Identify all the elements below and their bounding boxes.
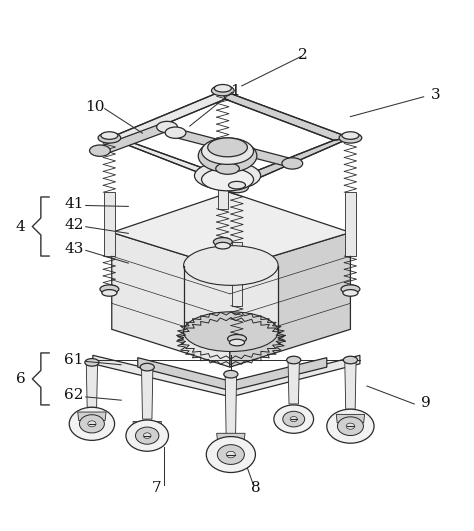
Text: 7: 7 bbox=[152, 481, 162, 495]
Ellipse shape bbox=[143, 433, 151, 439]
Text: 43: 43 bbox=[64, 242, 83, 256]
Ellipse shape bbox=[343, 289, 358, 296]
Ellipse shape bbox=[224, 371, 238, 378]
Polygon shape bbox=[232, 242, 242, 306]
Ellipse shape bbox=[214, 84, 231, 92]
Ellipse shape bbox=[228, 182, 246, 189]
Ellipse shape bbox=[341, 285, 360, 294]
Ellipse shape bbox=[198, 139, 257, 173]
Polygon shape bbox=[133, 422, 161, 430]
Ellipse shape bbox=[287, 356, 301, 364]
Ellipse shape bbox=[201, 138, 254, 165]
Ellipse shape bbox=[282, 158, 303, 169]
Polygon shape bbox=[142, 367, 153, 419]
Polygon shape bbox=[109, 138, 237, 187]
Text: 8: 8 bbox=[251, 481, 261, 495]
Polygon shape bbox=[225, 374, 237, 436]
Ellipse shape bbox=[156, 122, 177, 133]
Polygon shape bbox=[216, 155, 239, 169]
Text: 1: 1 bbox=[230, 84, 239, 98]
Ellipse shape bbox=[165, 127, 186, 139]
Ellipse shape bbox=[101, 132, 118, 139]
Polygon shape bbox=[138, 358, 231, 391]
Polygon shape bbox=[86, 362, 98, 407]
Ellipse shape bbox=[218, 444, 245, 465]
Ellipse shape bbox=[183, 312, 278, 352]
Text: 41: 41 bbox=[64, 197, 84, 211]
Ellipse shape bbox=[216, 163, 239, 174]
Text: 10: 10 bbox=[85, 100, 105, 114]
Polygon shape bbox=[345, 192, 356, 256]
Ellipse shape bbox=[346, 423, 355, 429]
Polygon shape bbox=[231, 358, 327, 391]
Polygon shape bbox=[345, 360, 356, 409]
Ellipse shape bbox=[339, 133, 362, 143]
Ellipse shape bbox=[208, 138, 247, 157]
Ellipse shape bbox=[213, 237, 232, 246]
Ellipse shape bbox=[136, 427, 159, 444]
Ellipse shape bbox=[327, 409, 374, 443]
Text: 42: 42 bbox=[64, 218, 84, 233]
Polygon shape bbox=[104, 192, 115, 256]
Polygon shape bbox=[217, 433, 245, 442]
Ellipse shape bbox=[211, 85, 234, 96]
Polygon shape bbox=[100, 123, 168, 155]
Polygon shape bbox=[173, 129, 294, 168]
Polygon shape bbox=[109, 91, 225, 140]
Ellipse shape bbox=[337, 417, 364, 435]
Polygon shape bbox=[235, 138, 350, 187]
Text: 3: 3 bbox=[431, 88, 440, 102]
Polygon shape bbox=[218, 145, 228, 209]
Ellipse shape bbox=[88, 421, 96, 427]
Ellipse shape bbox=[343, 356, 357, 364]
Ellipse shape bbox=[140, 363, 155, 371]
Ellipse shape bbox=[102, 289, 117, 296]
Ellipse shape bbox=[228, 335, 246, 343]
Ellipse shape bbox=[90, 145, 110, 156]
Text: 9: 9 bbox=[421, 396, 431, 409]
Text: 4: 4 bbox=[16, 220, 26, 234]
Text: 2: 2 bbox=[298, 48, 308, 62]
Polygon shape bbox=[112, 233, 230, 367]
Polygon shape bbox=[112, 192, 350, 269]
Ellipse shape bbox=[98, 133, 121, 143]
Ellipse shape bbox=[206, 436, 255, 473]
Text: 6: 6 bbox=[16, 372, 26, 386]
Polygon shape bbox=[336, 414, 365, 423]
Ellipse shape bbox=[201, 168, 254, 191]
Ellipse shape bbox=[283, 412, 305, 427]
Polygon shape bbox=[223, 91, 350, 140]
Ellipse shape bbox=[274, 405, 314, 433]
Ellipse shape bbox=[290, 416, 297, 422]
Ellipse shape bbox=[215, 242, 230, 249]
Ellipse shape bbox=[227, 451, 235, 458]
Text: 62: 62 bbox=[64, 389, 84, 402]
Ellipse shape bbox=[126, 420, 168, 451]
Polygon shape bbox=[288, 360, 300, 404]
Text: 61: 61 bbox=[64, 353, 84, 367]
Ellipse shape bbox=[183, 246, 278, 285]
Ellipse shape bbox=[194, 161, 261, 190]
Ellipse shape bbox=[100, 285, 119, 294]
Ellipse shape bbox=[80, 415, 104, 433]
Polygon shape bbox=[78, 412, 106, 421]
Ellipse shape bbox=[69, 407, 115, 440]
Polygon shape bbox=[93, 355, 360, 397]
Ellipse shape bbox=[85, 358, 99, 366]
Polygon shape bbox=[230, 233, 350, 367]
Ellipse shape bbox=[216, 149, 239, 160]
Ellipse shape bbox=[226, 182, 248, 193]
Ellipse shape bbox=[229, 339, 245, 346]
Polygon shape bbox=[183, 266, 278, 332]
Ellipse shape bbox=[342, 132, 359, 139]
